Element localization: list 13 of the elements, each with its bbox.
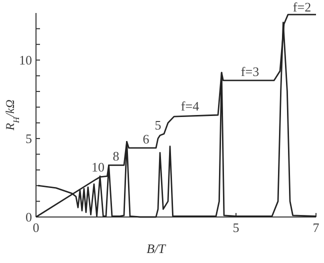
annotation: f=2 <box>292 0 312 15</box>
x-tick-label: 5 <box>232 220 240 235</box>
annotation: f=4 <box>180 98 200 114</box>
x-axis-title: B/T <box>146 241 166 256</box>
y-tick-label: 0 <box>26 210 32 225</box>
x-tick-label: 7 <box>312 220 320 235</box>
y-tick-label: 5 <box>26 131 32 146</box>
annotation: 8 <box>112 148 120 164</box>
annotation: 5 <box>154 117 162 132</box>
annotation: f=3 <box>240 64 260 79</box>
annotation: 10 <box>92 160 104 175</box>
y-tick-label: 10 <box>19 52 32 68</box>
annotation: 6 <box>142 131 150 146</box>
